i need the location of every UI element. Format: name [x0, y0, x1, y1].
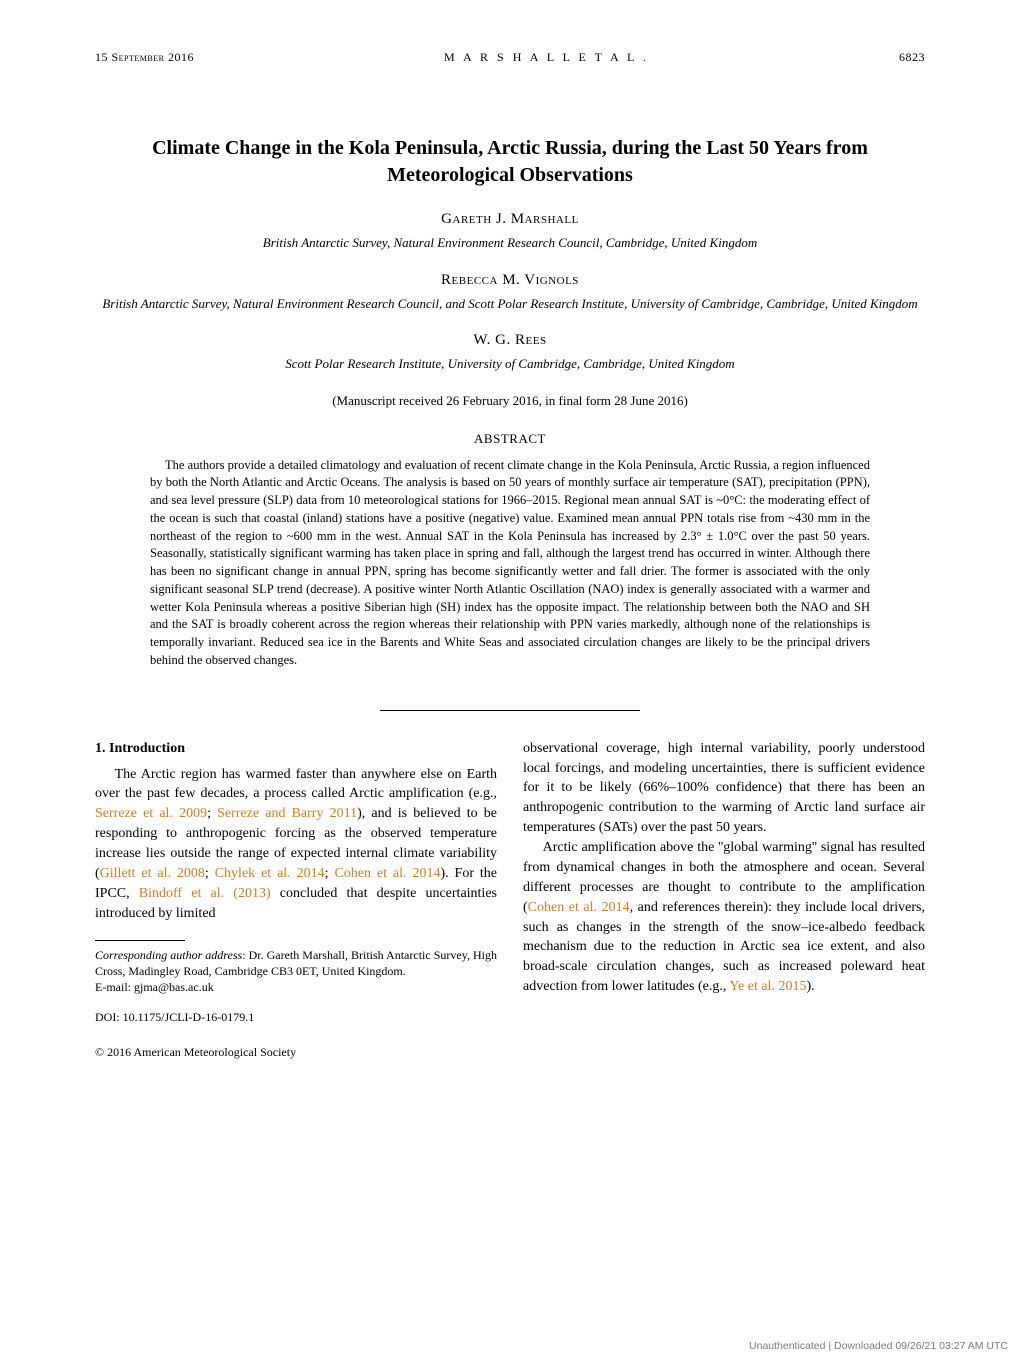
- intro-paragraph-1-left: The Arctic region has warmed faster than…: [95, 765, 497, 924]
- author-affiliation-1: British Antarctic Survey, Natural Enviro…: [95, 234, 925, 252]
- article-title: Climate Change in the Kola Peninsula, Ar…: [125, 135, 895, 189]
- download-watermark: Unauthenticated | Downloaded 09/26/21 03…: [749, 1340, 1008, 1352]
- page: 15 September 2016 M A R S H A L L E T A …: [0, 0, 1020, 1111]
- doi: DOI: 10.1175/JCLI-D-16-0179.1: [95, 1009, 497, 1026]
- citation-chylek-2014[interactable]: Chylek et al. 2014: [215, 866, 325, 881]
- text-run: ).: [806, 979, 814, 994]
- two-column-body: 1. Introduction The Arctic region has wa…: [95, 739, 925, 1062]
- intro-paragraph-1-right: observational coverage, high internal va…: [523, 739, 925, 838]
- abstract-body: The authors provide a detailed climatolo…: [150, 457, 870, 670]
- section-heading-introduction: 1. Introduction: [95, 739, 497, 759]
- citation-gillett-2008[interactable]: Gillett et al. 2008: [100, 866, 205, 881]
- header-page-number: 6823: [899, 50, 925, 65]
- corresponding-author-label: Corresponding author address: [95, 948, 242, 962]
- corresponding-author-footnote: Corresponding author address: Dr. Gareth…: [95, 947, 497, 996]
- header-date: 15 September 2016: [95, 50, 194, 65]
- email-address[interactable]: gjma@bas.ac.uk: [134, 980, 214, 994]
- copyright: © 2016 American Meteorological Society: [95, 1044, 497, 1061]
- citation-cohen-2014[interactable]: Cohen et al. 2014: [334, 866, 440, 881]
- header-authors: M A R S H A L L E T A L .: [444, 50, 649, 65]
- left-column: 1. Introduction The Arctic region has wa…: [95, 739, 497, 1062]
- author-affiliation-2: British Antarctic Survey, Natural Enviro…: [95, 295, 925, 313]
- citation-bindoff-2013[interactable]: Bindoff et al. (2013): [139, 886, 271, 901]
- email-label: E-mail:: [95, 980, 134, 994]
- text-run: The Arctic region has warmed faster than…: [95, 767, 497, 802]
- right-column: observational coverage, high internal va…: [523, 739, 925, 1062]
- text-run: ;: [207, 806, 217, 821]
- text-run: ;: [205, 866, 215, 881]
- running-header: 15 September 2016 M A R S H A L L E T A …: [95, 50, 925, 65]
- abstract-heading: ABSTRACT: [95, 431, 925, 447]
- text-run: ;: [325, 866, 335, 881]
- citation-ye-2015[interactable]: Ye et al. 2015: [729, 979, 806, 994]
- citation-cohen-2014-b[interactable]: Cohen et al. 2014: [528, 900, 630, 915]
- citation-serreze-2009[interactable]: Serreze et al. 2009: [95, 806, 207, 821]
- author-name-2: Rebecca M. Vignols: [95, 272, 925, 289]
- manuscript-dates: (Manuscript received 26 February 2016, i…: [95, 393, 925, 409]
- section-divider: [380, 710, 640, 711]
- author-affiliation-3: Scott Polar Research Institute, Universi…: [95, 355, 925, 373]
- author-name-3: W. G. Rees: [95, 332, 925, 349]
- author-name-1: Gareth J. Marshall: [95, 211, 925, 228]
- footnote-rule: [95, 940, 185, 941]
- intro-paragraph-2: Arctic amplification above the ''global …: [523, 838, 925, 997]
- citation-serreze-barry-2011[interactable]: Serreze and Barry 2011: [217, 806, 357, 821]
